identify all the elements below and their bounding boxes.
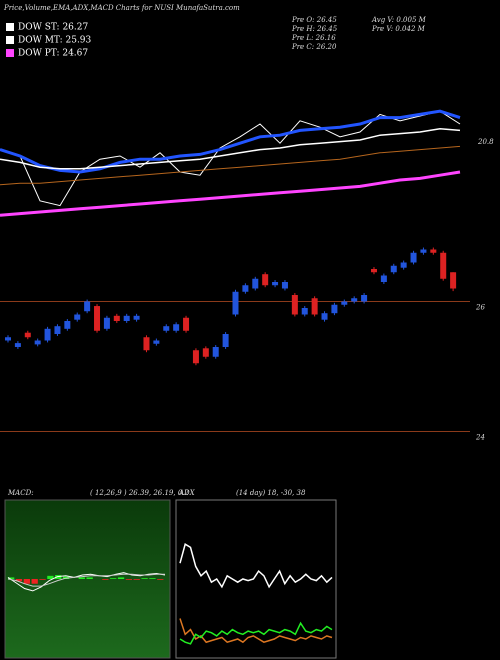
candle-body [311,298,318,315]
candle-body [24,332,31,338]
series-line [179,618,333,644]
candle-body [242,285,249,292]
histogram-bar [149,578,156,579]
series-line [0,128,461,170]
adx-params: (14 day) 18, -30, 38 [236,489,306,497]
histogram-bar [47,575,54,579]
y-tick-label: 24 [475,434,485,442]
candle-body [410,252,417,263]
candle-body [331,304,338,314]
candle-body [370,269,377,273]
candle-body [84,301,91,312]
series-line [179,621,333,645]
legend-text: DOW ST: 26.27 [18,23,88,33]
series-line [179,543,333,589]
series-line [0,145,461,186]
histogram-bar [125,579,133,580]
candle-body [291,295,298,315]
candle-body [202,348,209,357]
candle-body [440,252,447,279]
histogram-bar [133,579,140,580]
candle-body [34,340,41,345]
candle-body [390,265,397,273]
legend-text: DOW PT: 24.67 [18,49,88,59]
candle-body [143,337,150,351]
candle-body [113,315,120,321]
histogram-bar [102,579,109,580]
candle-body [163,326,170,331]
candle-body [153,340,160,344]
candle-body [321,313,328,320]
candle-body [123,315,130,321]
candle-body [103,317,110,329]
y-tick-label: 26 [475,304,485,312]
candle-body [173,324,180,331]
histogram-bar [110,578,117,579]
candle-body [232,291,239,315]
histogram-bar [117,577,125,579]
series-line [7,573,165,587]
series-line [7,572,166,592]
candle-body [222,334,229,347]
candle-body [450,272,457,289]
candle-body [380,275,387,282]
candle-body [44,328,51,341]
histogram-bar [23,579,30,584]
histogram-bar [157,579,164,580]
candle-body [133,315,140,320]
info-text: Avg V: 0.005 M [371,16,427,24]
candle-body [252,278,259,289]
legend-swatch [6,36,14,44]
candle-body [361,295,368,302]
candle-body [54,326,61,334]
info-text: Pre H: 26.45 [291,25,338,33]
series-line [0,170,461,217]
candle-body [94,306,101,331]
histogram-bar [78,577,85,579]
candle-body [420,249,427,253]
histogram-bar [15,579,23,582]
info-text: Pre L: 26.16 [291,34,336,42]
macd-params: ( 12,26,9 ) 26.39, 26.19, 0.2 [90,489,190,497]
legend-swatch [6,23,14,31]
candle-body [341,301,348,305]
right-label: 20.8 [477,138,494,146]
legend-text: DOW MT: 25.93 [18,36,92,46]
info-text: Pre C: 26.20 [291,43,337,51]
candle-body [301,308,308,315]
candle-body [351,298,358,302]
histogram-bar [8,577,15,579]
candle-body [212,347,219,357]
candle-body [281,282,288,289]
histogram-bar [141,578,148,579]
candle-body [192,350,199,364]
candle-body [64,321,71,329]
histogram-bar [86,577,93,579]
legend-swatch [6,49,14,57]
series-line [0,110,461,207]
title: Price,Volume,EMA,ADX,MACD Charts for NUS… [3,4,240,12]
candle-body [272,282,279,286]
candle-body [262,274,269,286]
candle-body [74,314,81,320]
info-text: Pre O: 26.45 [291,16,337,24]
candle-body [14,343,21,347]
macd-label: MACD: [7,489,34,497]
candle-body [400,262,407,268]
info-text: Pre V: 0.042 M [371,25,426,33]
candle-body [183,317,190,331]
series-line [0,109,461,174]
candle-body [5,337,11,341]
histogram-bar [31,579,38,584]
histogram-bar [39,579,46,580]
adx-label: ADX [178,489,196,497]
candle-body [430,249,437,253]
